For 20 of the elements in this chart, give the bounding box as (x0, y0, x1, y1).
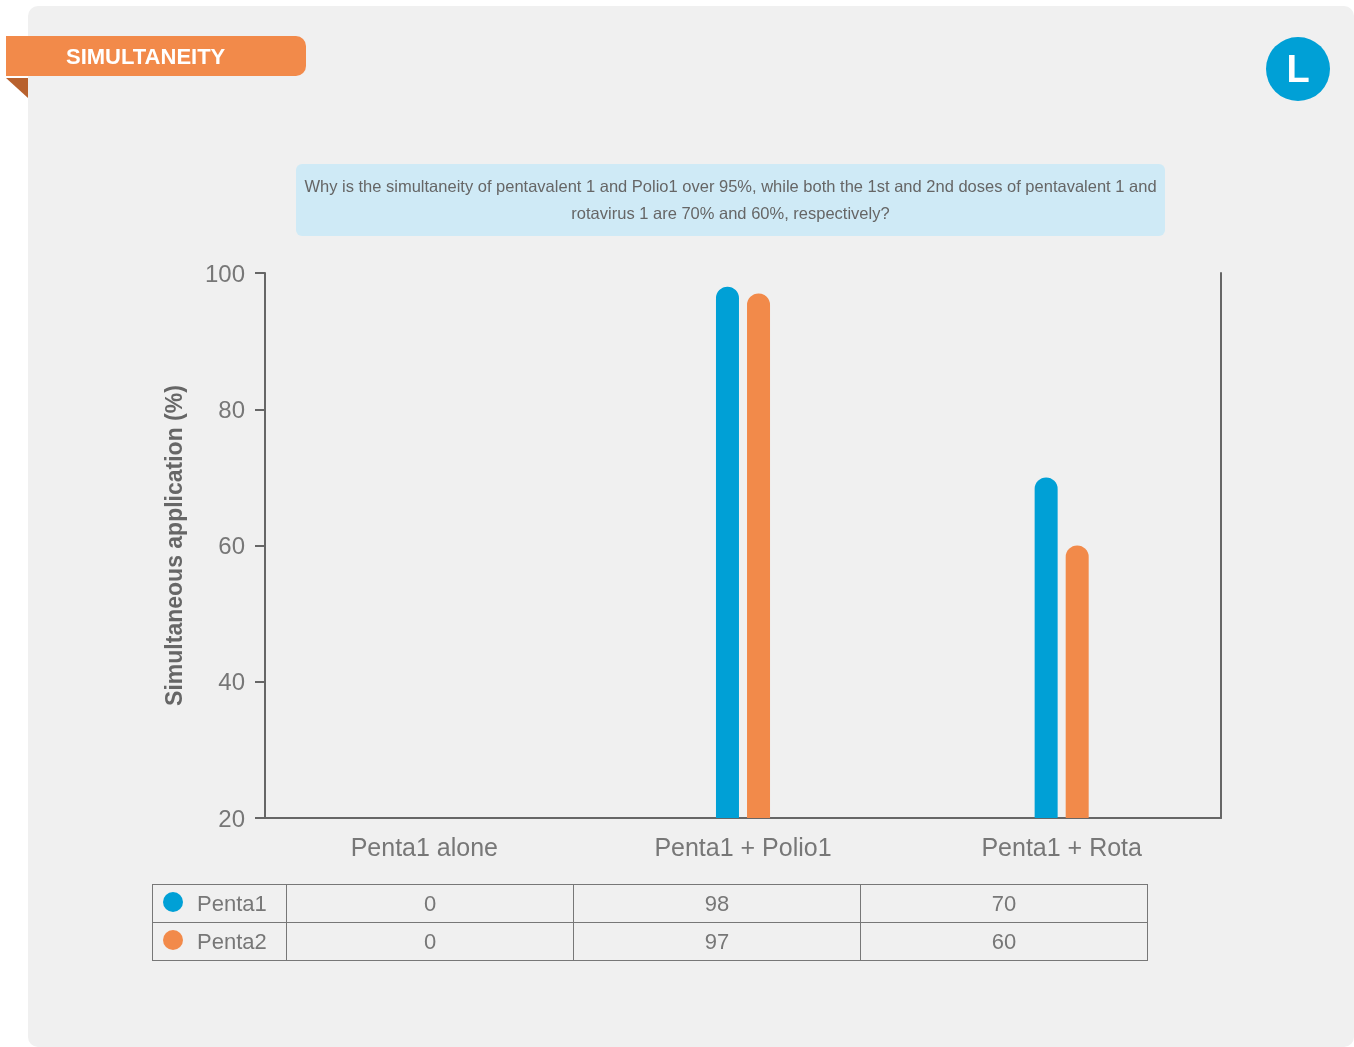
text: L (1266, 37, 1330, 101)
x-tick-label: Penta1 alone (350, 832, 499, 861)
y-tick-label: 60 (218, 532, 245, 559)
y-tick-label: 20 (218, 804, 245, 832)
x-tick-label: Penta1 + Rota (981, 832, 1143, 861)
chart-title: SIMULTANEITY (6, 36, 306, 76)
y-axis-title: Simultaneous application (%) (160, 385, 187, 706)
legend-label: Penta1 (152, 884, 287, 923)
legend-label: Penta2 (152, 922, 287, 961)
y-tick-label: 40 (218, 668, 245, 696)
y-tick-label: 80 (218, 395, 245, 423)
text: 0 (423, 890, 437, 916)
text: Why is the simultaneity of pentavalent 1 and Polio1 over 95%, while both the 1st and 2nd doses of pentavalent 1 and rotavirus 1 are 70% and 60%, respectively? (296, 164, 1165, 236)
y-tick-label: 100 (204, 259, 245, 287)
x-tick-label: Penta1 + Polio1 (654, 832, 832, 861)
data-label: 60 (860, 922, 1148, 961)
text: 0 (423, 928, 437, 954)
data-label: 70 (860, 884, 1148, 923)
data-label: 98 (573, 884, 861, 923)
data-label: 97 (573, 922, 861, 961)
